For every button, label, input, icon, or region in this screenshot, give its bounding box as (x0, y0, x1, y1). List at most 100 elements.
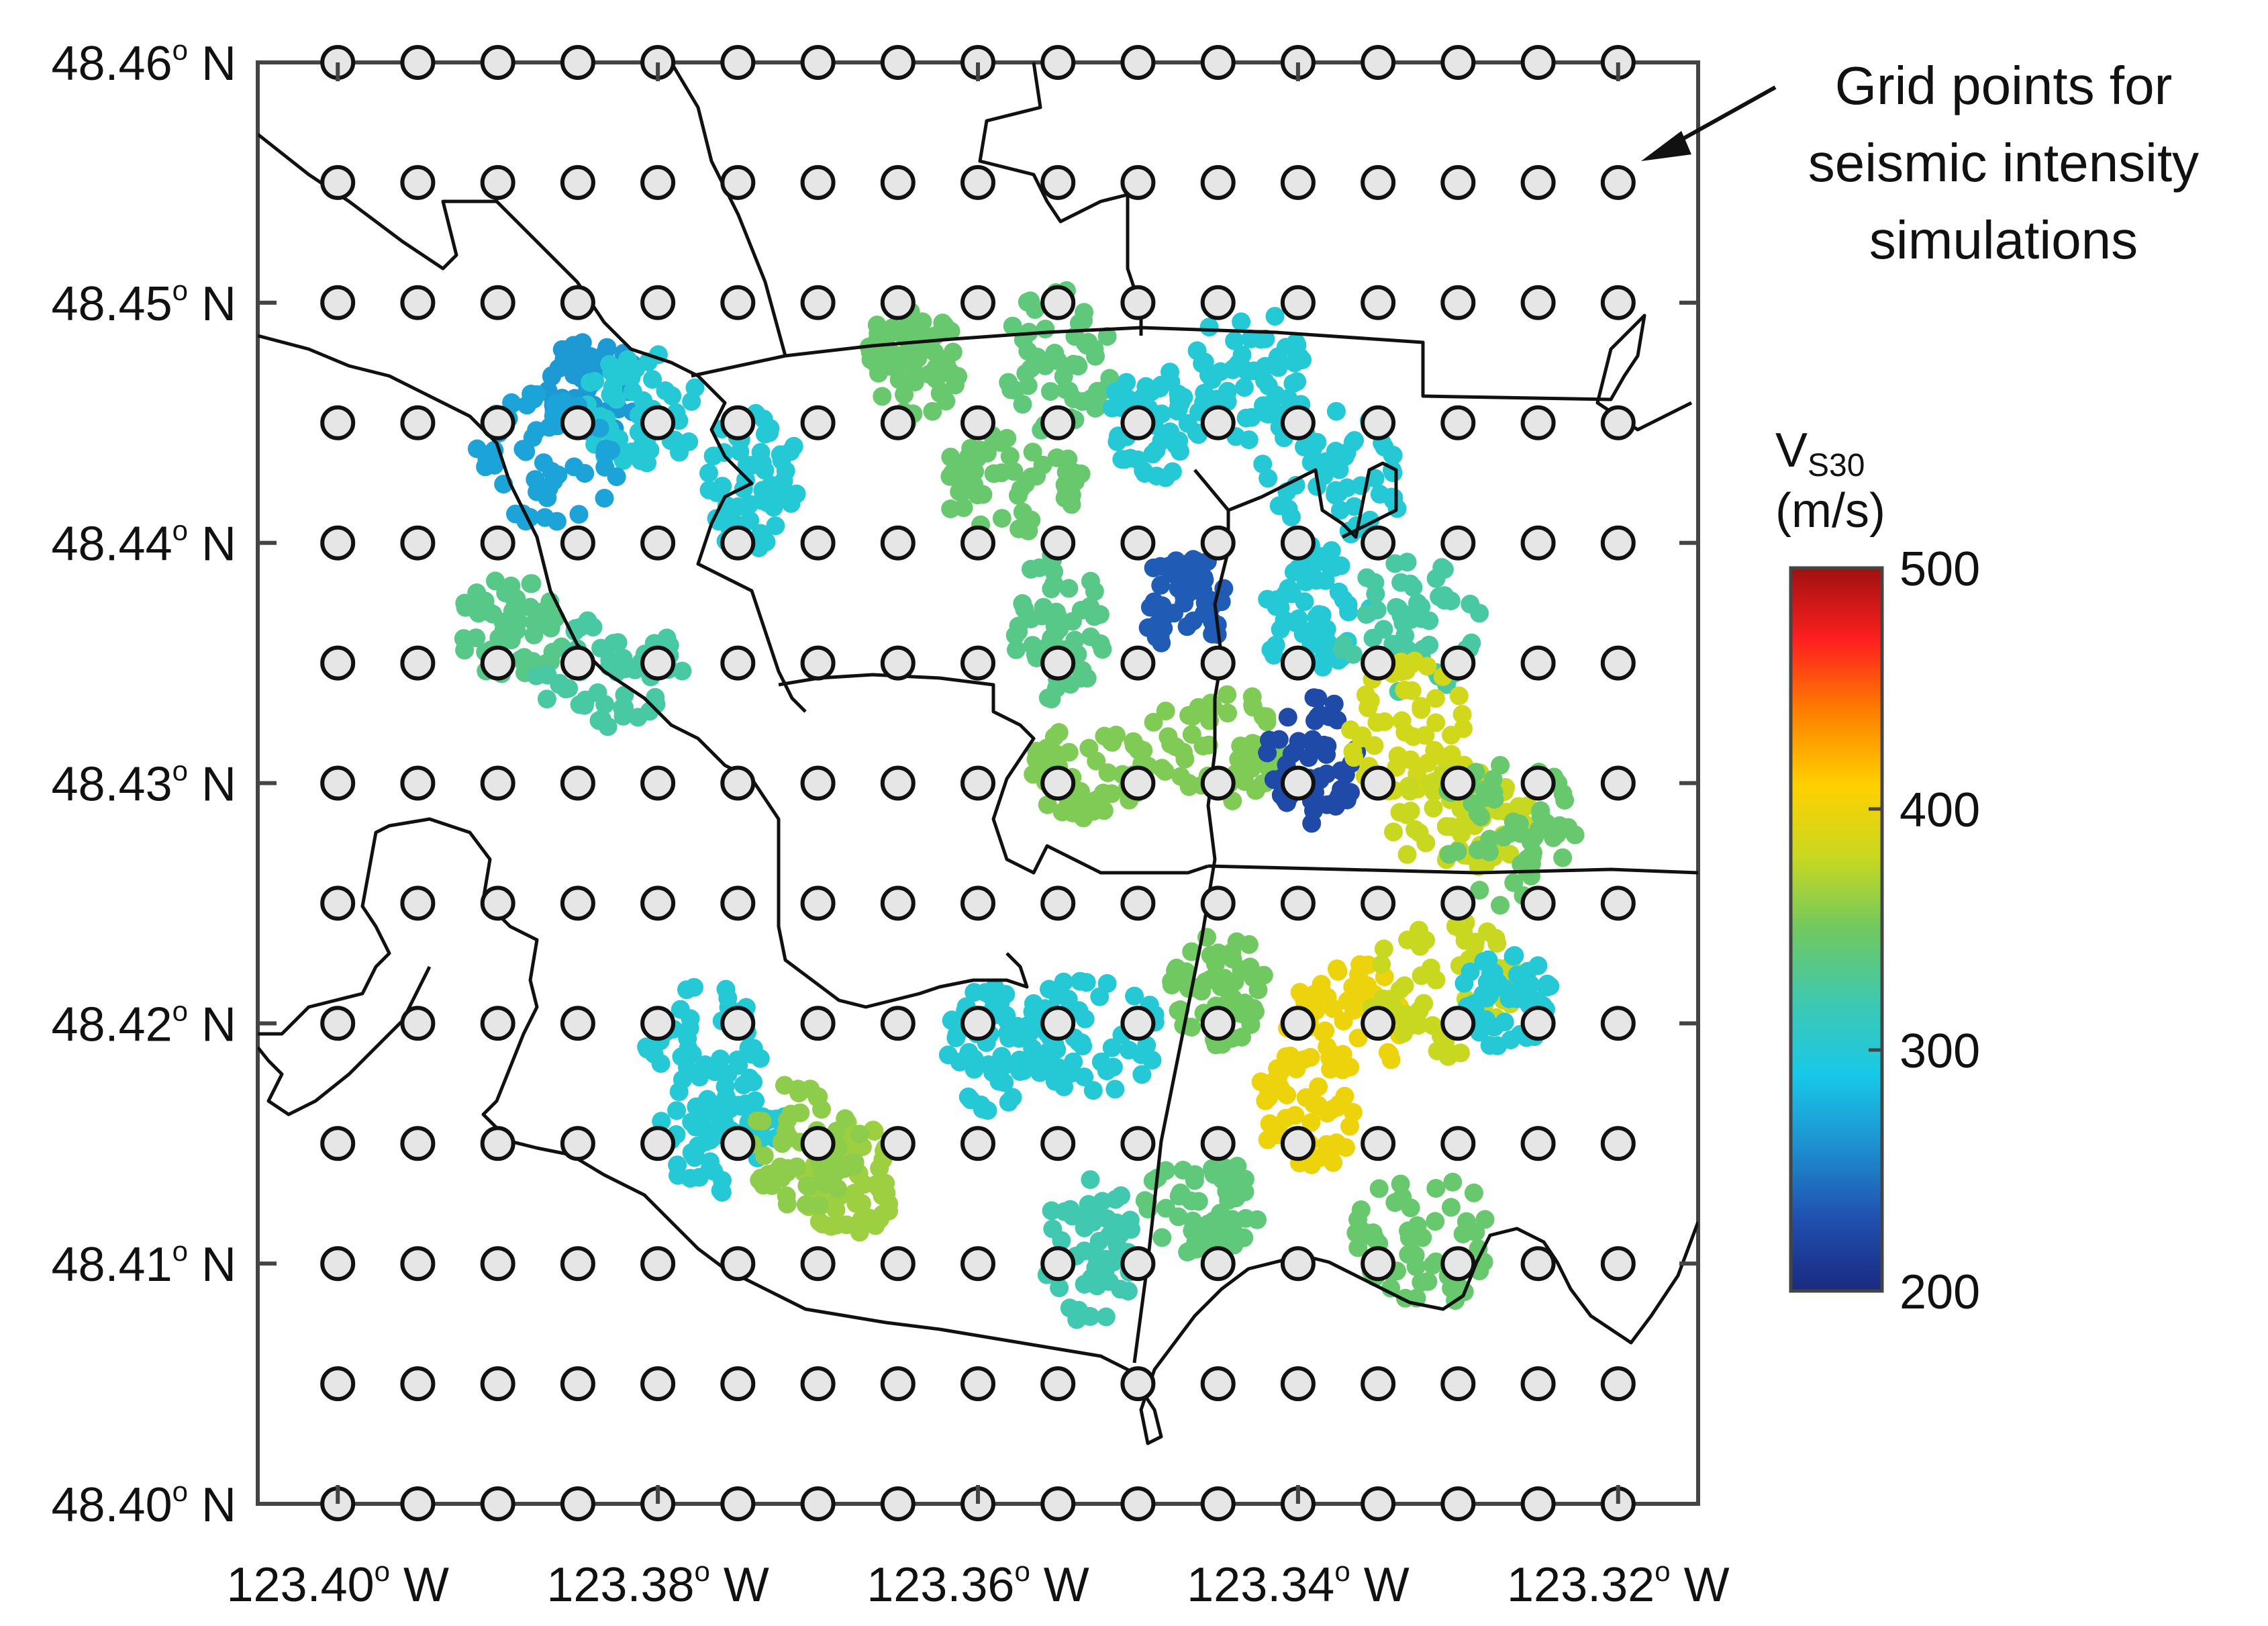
vs30-dot (1232, 312, 1251, 332)
vs30-dot (861, 350, 881, 369)
vs30-dot (1486, 928, 1506, 948)
vs30-dot (1553, 848, 1573, 867)
grid-point (560, 525, 595, 561)
vs30-dot (1006, 640, 1026, 659)
vs30-dot (1369, 1179, 1389, 1198)
grid-point (1200, 164, 1236, 200)
vs30-dot (595, 443, 615, 463)
grid-point (1361, 645, 1396, 681)
grid-points-annotation: Grid points for seismic intensity simula… (1641, 56, 2199, 270)
vs30-dot (1281, 1046, 1300, 1065)
grid-point (880, 285, 916, 320)
vs30-dot (1102, 1038, 1122, 1057)
vs30-dot (685, 977, 703, 997)
grid-point (720, 886, 756, 921)
vs30-dot (1125, 986, 1144, 1006)
grid-point (640, 1006, 676, 1041)
vs30-dot (933, 314, 952, 333)
grid-point (880, 1486, 916, 1521)
vs30-dot (1064, 1052, 1083, 1071)
vs30-dot (1236, 408, 1256, 428)
vs30-dot (1286, 613, 1305, 632)
vs30-dot (1248, 980, 1268, 1000)
vs30-dot (1383, 445, 1402, 465)
vs30-dot (1358, 976, 1377, 996)
grid-point (1200, 765, 1236, 801)
vs30-dot (1401, 1198, 1420, 1218)
vs30-dot (801, 1080, 820, 1099)
grid-point (400, 285, 436, 320)
vs30-dot (1183, 1211, 1202, 1231)
vs30-dot (1559, 818, 1578, 837)
vs30-dot (1313, 657, 1332, 677)
vs30-dot (1384, 822, 1403, 842)
vs30-dot (524, 625, 544, 644)
grid-point (1520, 1246, 1556, 1282)
vs30-dot (915, 330, 934, 349)
grid-point (1200, 1246, 1236, 1282)
vs30-dot (913, 312, 932, 332)
vs30-dot (1392, 711, 1412, 730)
vs30-dot (1426, 1179, 1446, 1198)
vs30-dot (1235, 738, 1254, 757)
vs30-dot (942, 1011, 961, 1031)
vs30-dot (667, 1101, 687, 1120)
vs30-dot (1352, 726, 1372, 745)
vs30-dot (1003, 316, 1022, 336)
vs30-dot (1412, 966, 1431, 986)
vs30-dot (1118, 1282, 1138, 1301)
vs30-dot (828, 1179, 848, 1198)
lat-tick-label: 48.43o N (51, 755, 236, 812)
vs30-dot (885, 345, 905, 365)
grid-point (400, 45, 436, 80)
vs30-dot (889, 370, 909, 389)
vs30-dot (1179, 777, 1199, 796)
grid-point (880, 886, 916, 921)
vs30-dot (1228, 1157, 1247, 1176)
vs30-dot (992, 509, 1012, 528)
vs30-dot (1455, 973, 1474, 993)
grid-point (1440, 525, 1476, 561)
grid-point (640, 1126, 676, 1161)
vs30-dot (1033, 455, 1052, 475)
vs30-dot (1132, 1065, 1152, 1084)
annotation-line-1: Grid points for (1835, 56, 2172, 115)
grid-point (1440, 45, 1476, 80)
vs30-dot (576, 615, 595, 634)
grid-point (1120, 765, 1156, 801)
vs30-dot (1457, 1212, 1476, 1231)
vs30-dot (1391, 653, 1411, 672)
vs30-dot (1077, 1203, 1097, 1223)
vs30-dot (541, 618, 560, 638)
grid-point (1361, 1486, 1396, 1521)
grid-point (720, 765, 756, 801)
grid-point (1200, 1486, 1236, 1521)
vs30-dot (866, 1216, 885, 1235)
vs30-dot (1279, 579, 1298, 598)
colorbar-title-sub: S30 (1808, 448, 1865, 483)
grid-point (720, 1006, 756, 1041)
vs30-dot (506, 504, 525, 524)
vs30-dot (1254, 707, 1274, 726)
vs30-dot (721, 505, 740, 524)
grid-point (1120, 164, 1156, 200)
grid-point (320, 1366, 356, 1402)
vs30-dot (1307, 571, 1326, 590)
vs30-cluster (1438, 756, 1585, 915)
vs30-dot (1235, 994, 1254, 1012)
grid-point (960, 645, 995, 681)
vs30-dot (1044, 727, 1064, 747)
vs30-dot (1426, 713, 1446, 732)
vs30-dot (1169, 1001, 1188, 1020)
vs30-dot (976, 983, 995, 1002)
grid-point (480, 45, 515, 80)
vs30-dot (681, 1009, 700, 1029)
vs30-dot (581, 373, 599, 392)
vs30-dot (613, 649, 633, 668)
colorbar-unit: (m/s) (1775, 484, 1885, 538)
vs30-dot (1152, 596, 1172, 616)
grid-point (1440, 1126, 1476, 1161)
vs30-dot (600, 354, 620, 374)
colorbar-tick-label: 400 (1900, 783, 1980, 837)
vs30-dot (1356, 685, 1375, 704)
